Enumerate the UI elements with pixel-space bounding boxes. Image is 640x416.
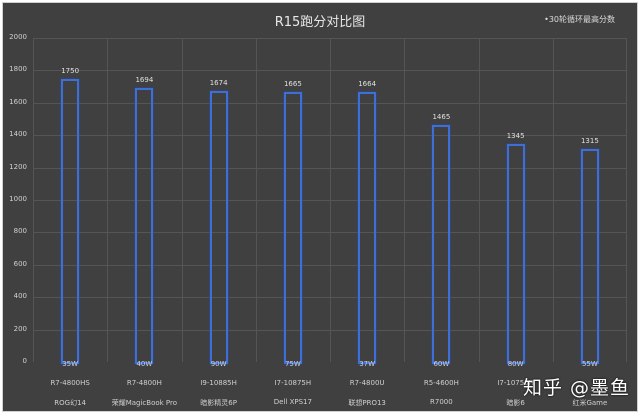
chart-subtitle: •30轮循环最高分数: [544, 15, 615, 24]
data-label: 1345: [506, 132, 525, 141]
y-tick-label: 200: [13, 324, 27, 333]
bar: [283, 92, 302, 364]
x-tick-label-model: 暗影精灵6P: [200, 399, 237, 407]
y-tick-label: 1600: [9, 97, 27, 106]
data-label: 1674: [209, 78, 228, 87]
bar: [506, 144, 525, 364]
x-tick-label-cpu: I7-10750H: [497, 379, 534, 387]
x-tick-label-model: 红米Game: [572, 399, 608, 407]
bar: [358, 92, 377, 364]
x-tick-label-cpu: R7-4800HS: [50, 379, 90, 387]
y-tick-label: 800: [13, 227, 27, 236]
x-tick-label-model: 荣耀MagicBook Pro: [111, 399, 178, 407]
x-tick-label-model: ROG幻14: [54, 399, 86, 407]
gridline-vertical: [552, 38, 554, 362]
y-tick-label: 0: [22, 357, 27, 365]
x-tick-label-model: Dell XPS17: [273, 398, 312, 406]
x-tick-label-model: 暗影6: [506, 399, 525, 407]
x-tick-label-cpu: I7-10875H: [274, 379, 312, 387]
gridline-vertical: [626, 38, 627, 362]
y-tick-label: 1000: [9, 195, 27, 203]
x-tick-label-cpu: R7-4800U: [349, 379, 385, 387]
bar: [432, 124, 451, 364]
data-label: 1694: [135, 75, 154, 84]
gridline-vertical: [181, 38, 183, 362]
x-tick-label-power: 35W: [62, 360, 79, 368]
y-tick-label: 1400: [9, 130, 27, 139]
y-tick-label: 600: [13, 259, 27, 268]
chart-frame: R15跑分对比图 •30轮循环最高分数 0 200 400 600 800 1000 120…: [2, 2, 638, 412]
y-tick-label: 2000: [9, 33, 27, 41]
gridline-vertical: [478, 38, 480, 362]
x-tick-label-power: 55W: [581, 360, 598, 368]
watermark: 知乎 @墨鱼: [523, 377, 631, 399]
x-tick-label-power: 90W: [210, 360, 227, 368]
gridline-vertical: [107, 38, 109, 362]
data-label: 1465: [432, 112, 451, 121]
data-label: 1665: [283, 80, 302, 89]
bar: [135, 87, 154, 364]
bar: [580, 148, 599, 364]
x-tick-label-cpu: R5-4600H: [423, 379, 459, 387]
x-tick-label-cpu: I9-10885H: [200, 379, 237, 387]
y-tick-label: 1200: [9, 162, 27, 171]
x-tick-label-power: 75W: [284, 360, 301, 368]
y-tick-label: 400: [13, 292, 27, 301]
x-tick-label-cpu: R7-4800H: [126, 379, 162, 387]
gridline-vertical: [330, 38, 331, 362]
bar: [61, 78, 80, 364]
data-label: 1315: [580, 136, 599, 145]
bar: [209, 90, 228, 364]
x-tick-label-model: R7000: [430, 398, 453, 406]
gridline-vertical: [33, 38, 34, 362]
x-tick-label-power: 40W: [136, 360, 153, 368]
x-tick-label-power: 37W: [359, 360, 376, 368]
data-label: 1750: [61, 66, 80, 75]
plot-area: 0 200 400 600 800 1000 1200 1400 1600 1800 2000 175…: [9, 33, 627, 365]
gridline-vertical: [255, 38, 257, 362]
chart-title: R15跑分对比图: [274, 15, 366, 30]
y-tick-label: 1800: [9, 65, 27, 74]
x-tick-label-model: 联想PRO13: [348, 399, 386, 407]
x-tick-label-power: 80W: [507, 360, 524, 368]
gridline-vertical: [404, 38, 406, 362]
x-tick-label-power: 60W: [433, 360, 450, 368]
data-label: 1664: [358, 80, 377, 89]
